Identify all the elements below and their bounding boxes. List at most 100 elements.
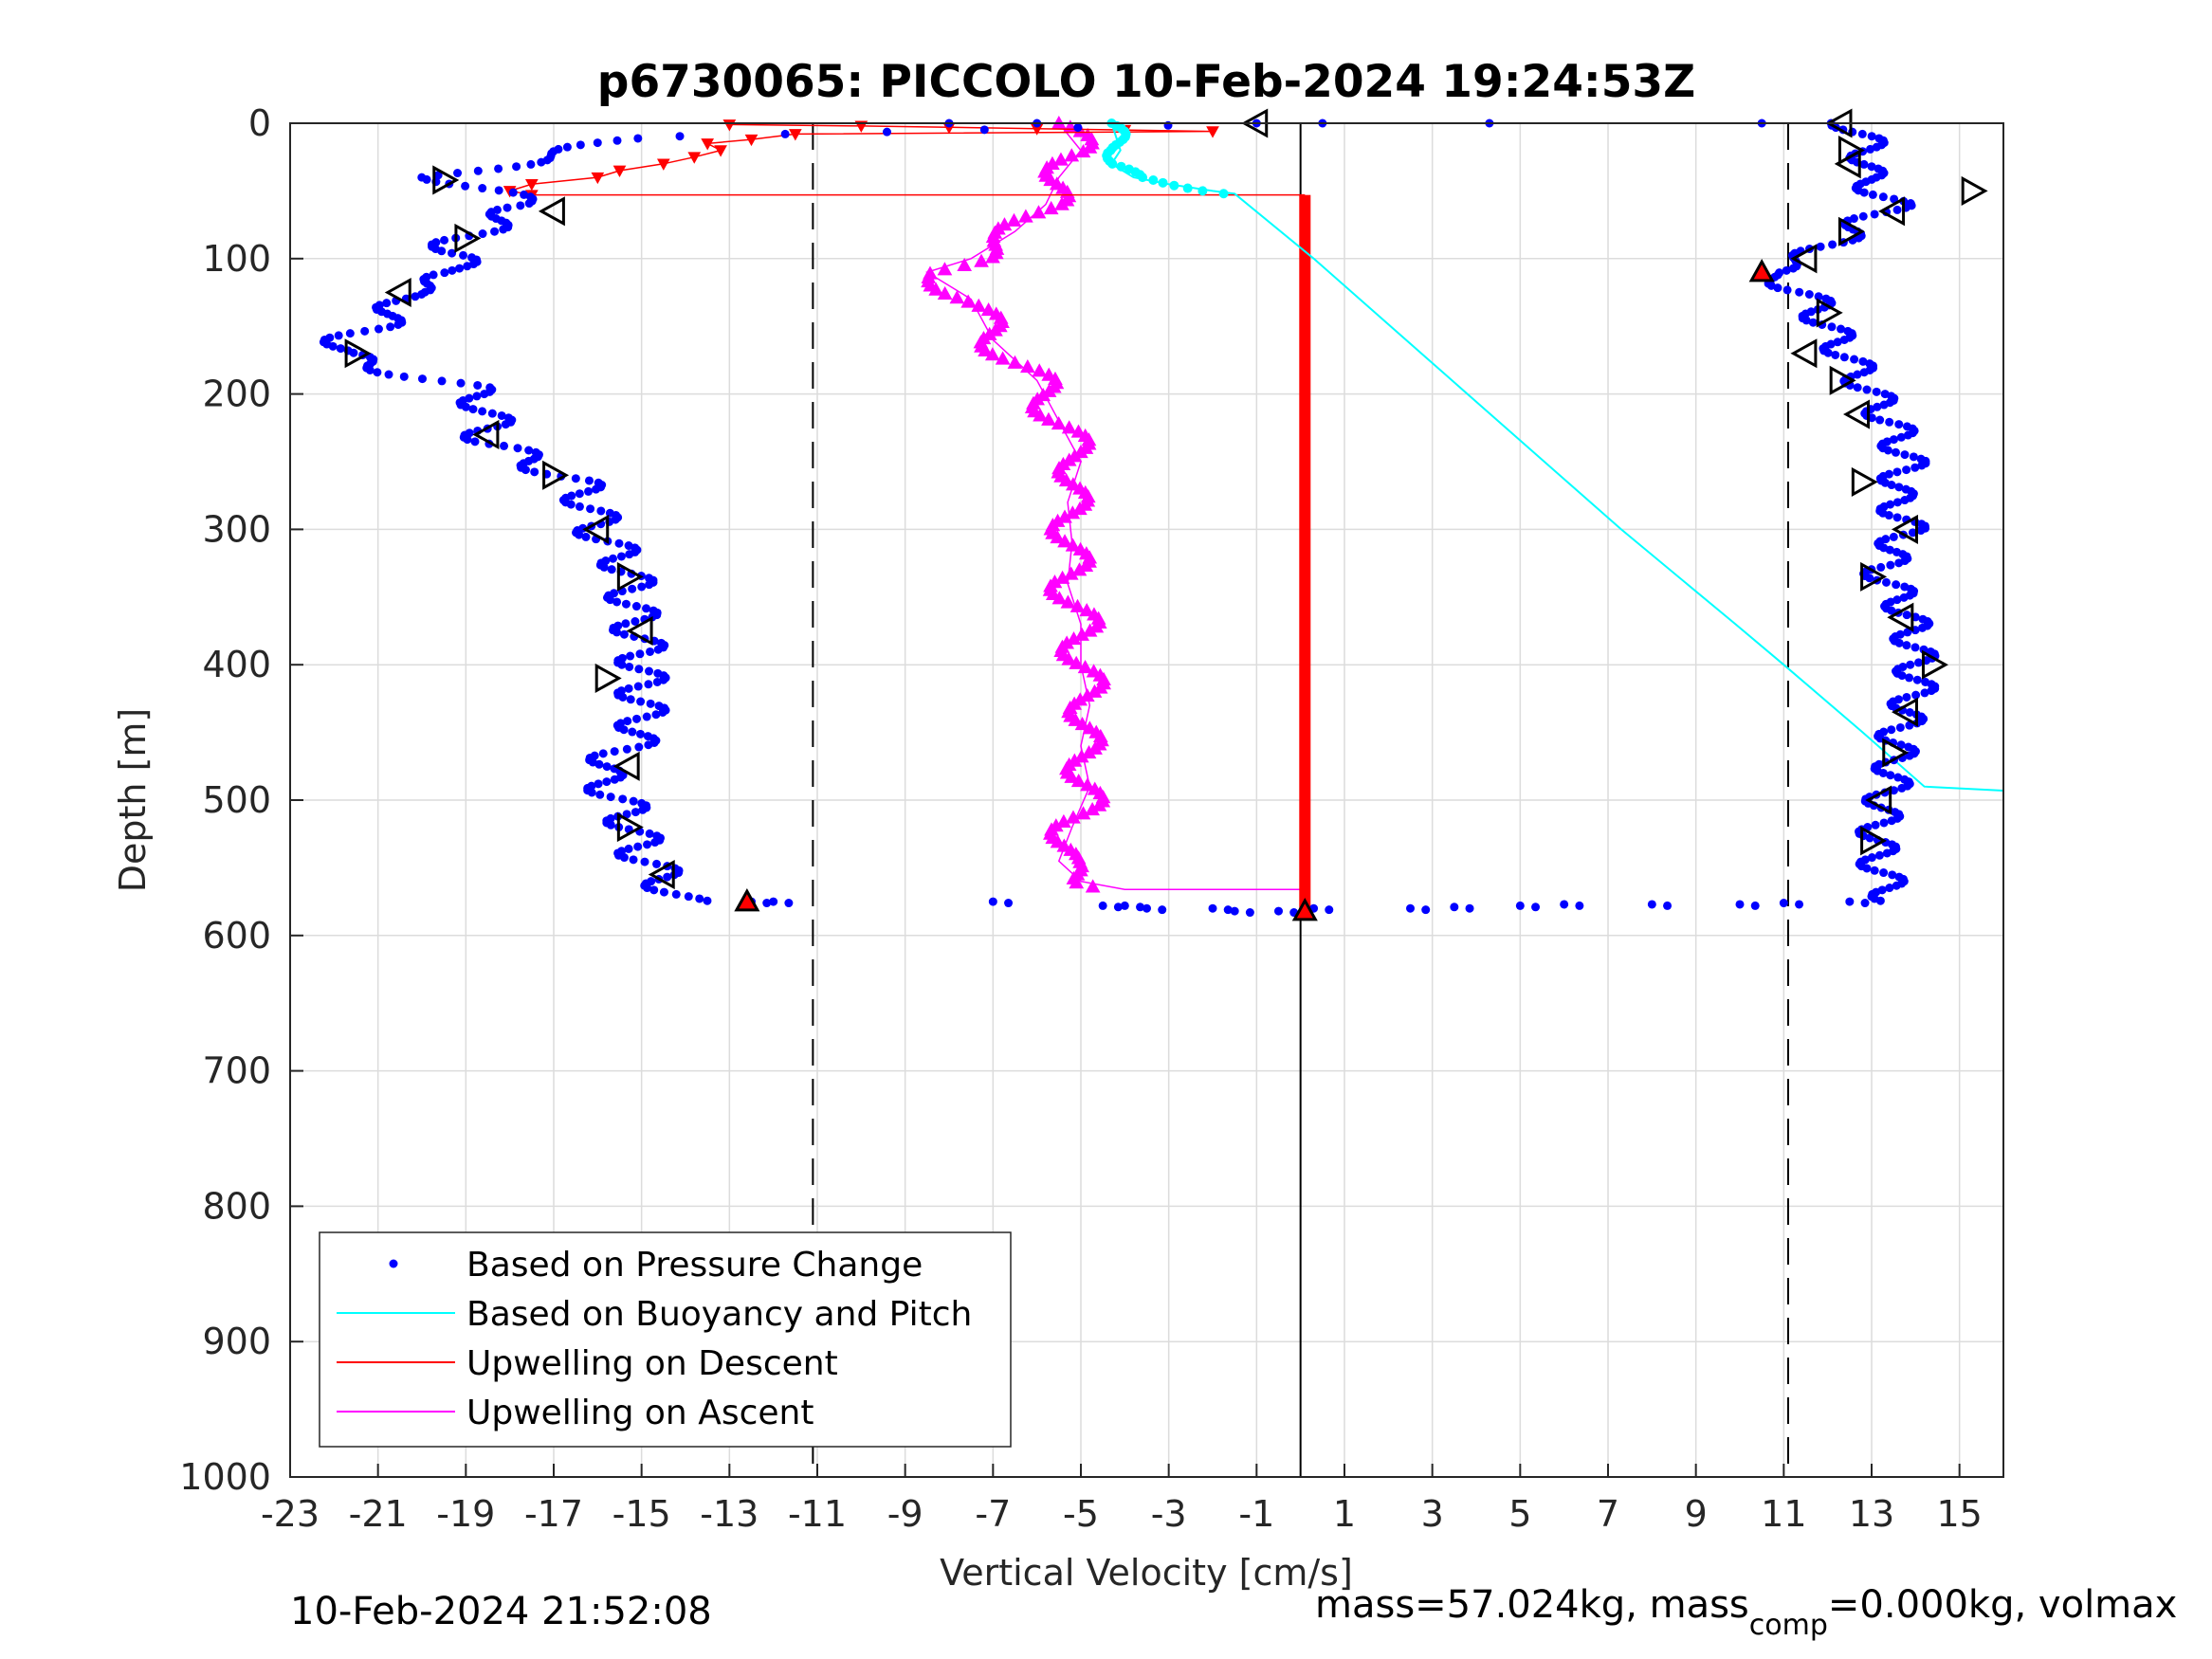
- ascent-marker-triangle: [1891, 514, 1918, 544]
- buoyancy-pitch-point: [1158, 177, 1168, 188]
- pressure-change-point-descent: [598, 749, 608, 758]
- pressure-change-point-bottom: [1406, 903, 1415, 913]
- pressure-change-point-descent: [494, 164, 503, 173]
- pressure-change-point-ascent: [1897, 671, 1907, 681]
- pressure-change-point-descent: [625, 550, 634, 559]
- buoyancy-pitch-point: [1107, 158, 1118, 169]
- legend-label-pressure: Based on Pressure Change: [466, 1246, 923, 1285]
- upwelling-descent-marker: [524, 178, 539, 191]
- pressure-change-point-descent: [437, 376, 447, 386]
- pressure-change-point-descent: [521, 465, 530, 475]
- pressure-change-point-bottom: [1750, 901, 1760, 910]
- upwelling-ascent-marker: [960, 294, 977, 308]
- upwelling-ascent-marker: [1069, 875, 1085, 889]
- footer-mass-text: mass=57.024kg, mass: [1315, 1583, 1749, 1627]
- pressure-change-point-descent: [644, 680, 653, 689]
- x-tick-label: 13: [1849, 1493, 1894, 1535]
- pressure-change-point-descent: [417, 374, 427, 384]
- pressure-change-point-descent: [499, 225, 508, 234]
- ascent-marker-triangle: [1860, 826, 1888, 856]
- pressure-change-point-ascent: [1859, 368, 1869, 377]
- pressure-change-point-ascent: [1902, 641, 1911, 650]
- upwelling-ascent-marker: [1032, 363, 1048, 377]
- pressure-change-point-descent: [530, 467, 539, 477]
- pressure-change-point-descent: [473, 380, 483, 390]
- pressure-change-point-descent: [637, 582, 647, 592]
- series-upwelling-ascent-line: [924, 122, 1306, 890]
- pressure-change-point-ascent: [1905, 751, 1914, 760]
- pressure-change-point-descent: [575, 530, 584, 539]
- ascent-marker-triangle: [1851, 466, 1878, 497]
- pressure-change-point-descent: [382, 299, 392, 308]
- ascent-marker-triangle: [1921, 649, 1948, 680]
- pressure-change-point-ascent: [1882, 848, 1892, 858]
- pressure-change-point-descent: [602, 762, 612, 772]
- upwelling-descent-vertical-band: [1299, 194, 1311, 912]
- pressure-change-point-ascent: [1894, 638, 1904, 647]
- pressure-change-point-descent: [640, 857, 649, 866]
- pressure-change-point-ascent: [1910, 463, 1920, 472]
- legend-label-buoyancy: Based on Buoyancy and Pitch: [466, 1295, 972, 1334]
- pressure-change-point-ascent: [1862, 385, 1872, 394]
- ascent-marker-triangle: [1860, 561, 1888, 592]
- pressure-change-point-descent: [658, 707, 667, 717]
- pressure-change-point-ascent: [1876, 562, 1886, 572]
- upwelling-ascent-marker: [1050, 529, 1066, 544]
- descent-marker-triangle: [472, 419, 500, 449]
- upwelling-ascent-marker: [1070, 424, 1087, 438]
- y-tick-label: 0: [248, 102, 271, 144]
- pressure-change-point-bottom: [1465, 903, 1474, 913]
- upwelling-ascent-marker: [1069, 655, 1085, 669]
- upwelling-ascent-marker: [1065, 505, 1081, 520]
- upwelling-ascent-marker: [1082, 139, 1098, 154]
- pressure-change-point-descent: [616, 552, 626, 561]
- pressure-change-point-ascent: [1911, 690, 1921, 700]
- x-tick-label: -5: [1063, 1493, 1099, 1535]
- pressure-change-point-ascent: [1905, 673, 1914, 683]
- x-tick-label: 11: [1761, 1493, 1806, 1535]
- x-tick-label: -17: [524, 1493, 583, 1535]
- pressure-change-point-bottom: [1158, 905, 1167, 915]
- pressure-change-point-ascent: [1853, 370, 1862, 379]
- y-tick-label: 900: [202, 1321, 271, 1362]
- x-tick-label: 5: [1508, 1493, 1531, 1535]
- upwelling-descent-marker: [701, 138, 715, 151]
- pressure-change-point-bottom: [1113, 902, 1123, 912]
- pressure-change-point-ascent: [1895, 722, 1905, 732]
- pressure-change-point-descent: [393, 319, 403, 329]
- pressure-change-point-descent: [628, 727, 637, 737]
- ascent-marker-triangle: [1843, 399, 1870, 429]
- pressure-change-point-descent: [461, 402, 470, 411]
- pressure-change-point-ascent: [1827, 322, 1837, 332]
- pressure-change-point-ascent: [1885, 417, 1894, 427]
- pressure-change-point-ascent: [1887, 816, 1896, 826]
- pressure-change-point-descent: [437, 246, 447, 256]
- x-tick-label: 7: [1597, 1493, 1619, 1535]
- upwelling-ascent-marker: [1066, 631, 1082, 646]
- descent-marker-triangle: [344, 338, 372, 369]
- pressure-change-point-bottom: [1223, 905, 1233, 915]
- pressure-change-point-descent: [584, 476, 594, 485]
- pressure-change-point-descent: [345, 329, 355, 338]
- pressure-change-point-descent: [386, 322, 395, 332]
- ascent-marker-triangle: [1961, 175, 1988, 206]
- pressure-change-point-ascent: [1892, 205, 1902, 214]
- pressure-change-point-descent: [612, 597, 622, 607]
- upwelling-ascent-marker: [995, 351, 1011, 365]
- upwelling-ascent-marker: [1071, 562, 1088, 576]
- upwelling-ascent-marker: [1075, 143, 1091, 158]
- footer-mass-rest: =0.000kg, volmax: [1827, 1583, 2178, 1627]
- descent-marker-triangle: [626, 615, 653, 647]
- pressure-change-point-ascent: [1872, 387, 1881, 396]
- pressure-change-point-ascent: [1801, 316, 1811, 325]
- pressure-change-point-descent: [576, 140, 585, 150]
- descent-marker-triangle: [542, 460, 570, 490]
- pressure-change-point-ascent: [1927, 686, 1936, 696]
- pressure-change-point-descent: [328, 341, 338, 351]
- pressure-change-point-bottom: [1515, 901, 1525, 910]
- pressure-change-point-ascent: [1879, 818, 1889, 828]
- pressure-change-point-bottom: [1779, 899, 1788, 908]
- pressure-change-point-ascent: [1908, 528, 1917, 538]
- pressure-change-point-ascent: [1875, 896, 1885, 905]
- pressure-change-point-ascent: [1894, 558, 1904, 568]
